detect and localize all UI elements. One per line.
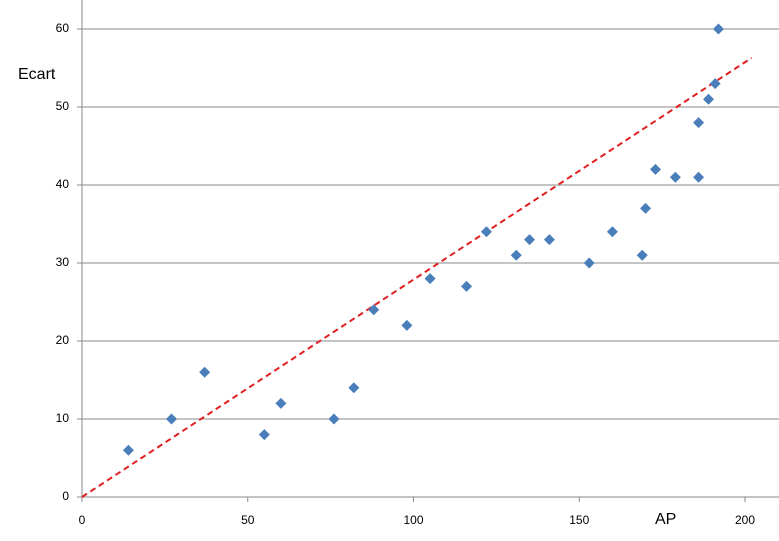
point xyxy=(199,366,211,378)
point xyxy=(669,171,681,183)
y-tick-label: 10 xyxy=(56,411,70,425)
x-axis-title: AP xyxy=(655,511,676,528)
point xyxy=(640,202,652,214)
point xyxy=(606,226,618,238)
point xyxy=(328,413,340,425)
point xyxy=(543,234,555,246)
x-tick-label: 200 xyxy=(735,513,755,527)
y-tick-label: 30 xyxy=(56,255,70,269)
y-tick-label: 0 xyxy=(62,489,69,503)
point xyxy=(703,93,715,105)
y-axis-title: Ecart xyxy=(18,66,56,83)
point xyxy=(461,280,473,292)
point xyxy=(636,249,648,261)
trendline xyxy=(81,57,753,498)
point xyxy=(258,429,270,441)
point xyxy=(649,163,661,175)
point xyxy=(348,382,360,394)
x-tick-label: 0 xyxy=(79,513,86,527)
y-tick-label: 50 xyxy=(56,99,70,113)
point xyxy=(368,304,380,316)
point xyxy=(709,78,721,90)
x-tick-label: 50 xyxy=(241,513,255,527)
y-tick-label: 40 xyxy=(56,177,70,191)
point xyxy=(166,413,178,425)
point xyxy=(401,319,413,331)
point xyxy=(583,257,595,269)
point xyxy=(693,117,705,129)
x-tick-label: 150 xyxy=(569,513,589,527)
point xyxy=(693,171,705,183)
point xyxy=(275,397,287,409)
y-tick-label: 60 xyxy=(56,21,70,35)
x-tick-label: 100 xyxy=(403,513,423,527)
point xyxy=(510,249,522,261)
y-tick-label: 20 xyxy=(56,333,70,347)
point xyxy=(424,273,436,285)
point xyxy=(524,234,536,246)
point xyxy=(712,23,724,35)
point xyxy=(480,226,492,238)
point xyxy=(122,444,134,456)
